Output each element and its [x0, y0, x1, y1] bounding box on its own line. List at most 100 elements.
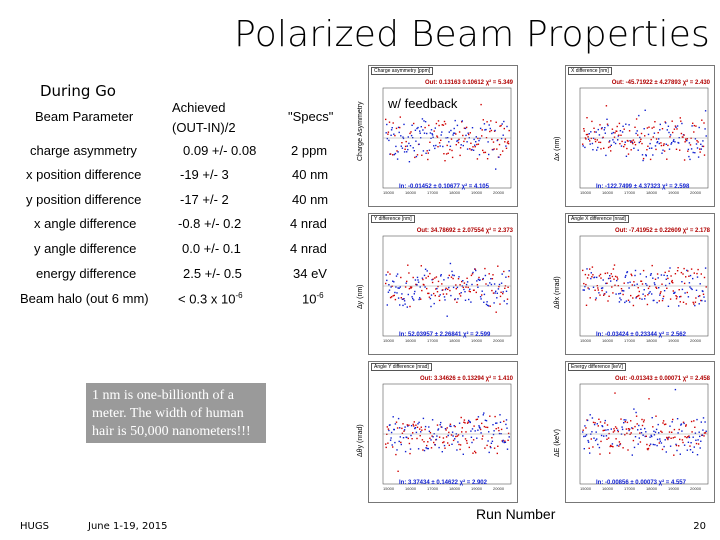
data-point-out — [655, 138, 658, 140]
data-point-in — [476, 437, 478, 439]
data-point-in — [394, 441, 396, 444]
plot-ylabel: Δx (nm) — [554, 136, 561, 161]
data-point-out — [475, 418, 477, 421]
data-point-in — [619, 297, 621, 299]
data-point-out — [666, 158, 668, 160]
data-point-in — [633, 446, 636, 449]
data-point-out — [686, 436, 688, 439]
data-point-out — [585, 304, 588, 306]
data-point-out — [585, 283, 587, 286]
data-point-out — [462, 134, 464, 137]
data-point-out — [683, 267, 685, 270]
data-point-out — [458, 443, 460, 446]
data-point-in — [644, 427, 646, 430]
data-point-in — [605, 291, 608, 293]
data-point-out — [590, 438, 592, 440]
data-point-in — [454, 298, 456, 300]
data-point-out — [686, 291, 688, 294]
data-point-in — [393, 133, 395, 135]
data-point-in — [399, 436, 401, 438]
data-point-out — [406, 280, 408, 283]
data-point-in — [412, 147, 414, 149]
data-point-in — [671, 142, 673, 144]
data-point-out — [472, 452, 474, 454]
data-point-in — [395, 286, 397, 288]
data-point-in — [665, 122, 667, 124]
data-point-out — [674, 436, 676, 438]
data-point-out — [416, 426, 419, 428]
data-point-out — [484, 447, 486, 449]
data-point-in — [645, 155, 647, 157]
data-point-in — [658, 287, 660, 289]
data-point-out — [392, 295, 394, 297]
data-point-out — [684, 436, 686, 438]
data-point-out — [696, 140, 698, 142]
data-point-out — [470, 274, 473, 277]
data-point-out — [682, 441, 684, 444]
data-point-in — [478, 426, 481, 428]
data-point-in — [624, 301, 626, 304]
data-point-in — [701, 145, 704, 147]
data-point-out — [459, 448, 461, 451]
data-point-in — [601, 425, 604, 428]
data-point-out — [582, 429, 584, 431]
data-point-in — [479, 137, 481, 140]
axis-tick: 19000 — [471, 190, 483, 195]
data-point-out — [441, 283, 443, 285]
data-point-in — [434, 444, 436, 446]
data-point-in — [453, 274, 455, 277]
data-point-out — [647, 145, 649, 147]
data-point-in — [633, 408, 635, 410]
data-point-in — [587, 441, 590, 443]
data-point-out — [438, 295, 440, 297]
data-point-in — [458, 422, 461, 424]
data-point-in — [508, 270, 510, 272]
data-point-in — [601, 425, 603, 427]
data-point-out — [693, 124, 695, 127]
data-point-out — [676, 296, 678, 298]
data-point-out — [385, 118, 387, 121]
data-point-out — [630, 141, 632, 143]
data-point-out — [486, 121, 488, 123]
data-point-out — [385, 443, 387, 445]
data-point-out — [401, 142, 403, 144]
data-point-in — [660, 274, 663, 276]
data-point-in — [406, 151, 408, 153]
data-point-out — [412, 423, 414, 426]
data-point-in — [482, 414, 484, 416]
data-point-out — [443, 120, 446, 123]
data-point-in — [402, 137, 405, 140]
y-difference-plot: Y difference [nm] Out: 34.78692 ± 2.07554… — [357, 213, 518, 355]
data-point-out — [458, 138, 460, 141]
data-point-in — [670, 143, 672, 145]
data-point-in — [490, 446, 492, 449]
data-point-out — [481, 129, 483, 131]
data-point-in — [491, 440, 494, 442]
data-point-in — [452, 435, 454, 437]
data-point-in — [638, 437, 640, 439]
axis-tick: 16000 — [405, 190, 417, 195]
data-point-out — [474, 268, 476, 270]
data-point-in — [652, 443, 654, 446]
data-point-in — [505, 145, 507, 147]
data-point-out — [475, 452, 477, 454]
data-point-out — [395, 421, 398, 423]
data-point-in — [494, 292, 496, 294]
data-point-in — [594, 439, 597, 442]
data-point-out — [482, 278, 484, 281]
stat-out: Out: 34.78692 ± 2.07554 χ² = 2.373 — [416, 228, 513, 234]
data-point-in — [477, 286, 479, 288]
data-point-out — [408, 288, 411, 290]
data-point-in — [588, 133, 590, 135]
data-point-in — [655, 428, 658, 431]
data-point-in — [480, 298, 482, 300]
data-point-out — [433, 130, 435, 132]
data-point-in — [425, 447, 427, 449]
data-point-in — [696, 276, 699, 278]
data-point-in — [603, 435, 605, 437]
charge-asymmetry-plot: Charge asymmetry [ppm] Out: 0.13163 0.106… — [357, 65, 518, 207]
data-point-in — [676, 125, 679, 127]
data-point-in — [447, 434, 449, 437]
data-point-out — [500, 291, 502, 293]
data-point-out — [641, 142, 643, 145]
